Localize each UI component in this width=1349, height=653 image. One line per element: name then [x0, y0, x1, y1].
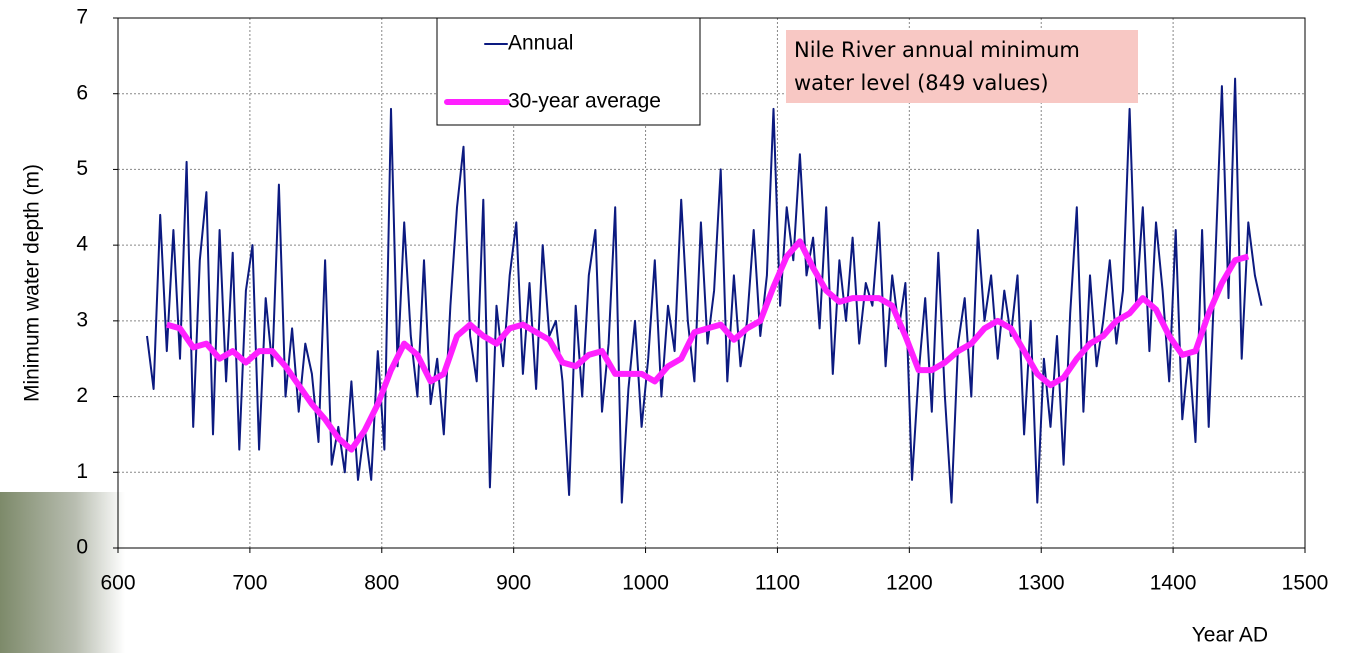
- legend-label: 30-year average: [508, 90, 661, 113]
- annotation: Nile River annual minimum water level (8…: [786, 30, 1138, 103]
- x-axis-label: Year AD: [1192, 624, 1268, 647]
- x-tick-label: 1200: [886, 572, 933, 595]
- x-tick-label: 600: [100, 572, 135, 595]
- y-tick-label: 7: [76, 6, 88, 29]
- series-line: [146, 77, 1263, 504]
- y-tick-label: 1: [76, 460, 88, 483]
- x-tick-label: 700: [232, 572, 267, 595]
- x-tick-label: 1400: [1150, 572, 1197, 595]
- x-tick-label: 800: [364, 572, 399, 595]
- series-line: [165, 238, 1250, 453]
- y-tick-label: 5: [76, 157, 88, 180]
- x-tick-label: 1100: [755, 572, 800, 595]
- plot-frame: [117, 17, 1306, 549]
- y-tick-label: 4: [76, 233, 88, 256]
- x-tick-label: 900: [496, 572, 531, 595]
- y-tick-label: 0: [76, 536, 88, 559]
- x-tick-label: 1000: [622, 572, 669, 595]
- background-photo: [0, 492, 125, 653]
- y-tick-label: 6: [76, 81, 88, 104]
- y-axis-label: Minimum water depth (m): [21, 164, 44, 402]
- x-tick-label: 1300: [1018, 572, 1065, 595]
- y-tick-label: 2: [76, 384, 88, 407]
- y-tick-label: 3: [76, 308, 88, 331]
- legend-box: [436, 17, 701, 126]
- legend-label: Annual: [508, 32, 573, 55]
- x-tick-label: 1500: [1282, 572, 1329, 595]
